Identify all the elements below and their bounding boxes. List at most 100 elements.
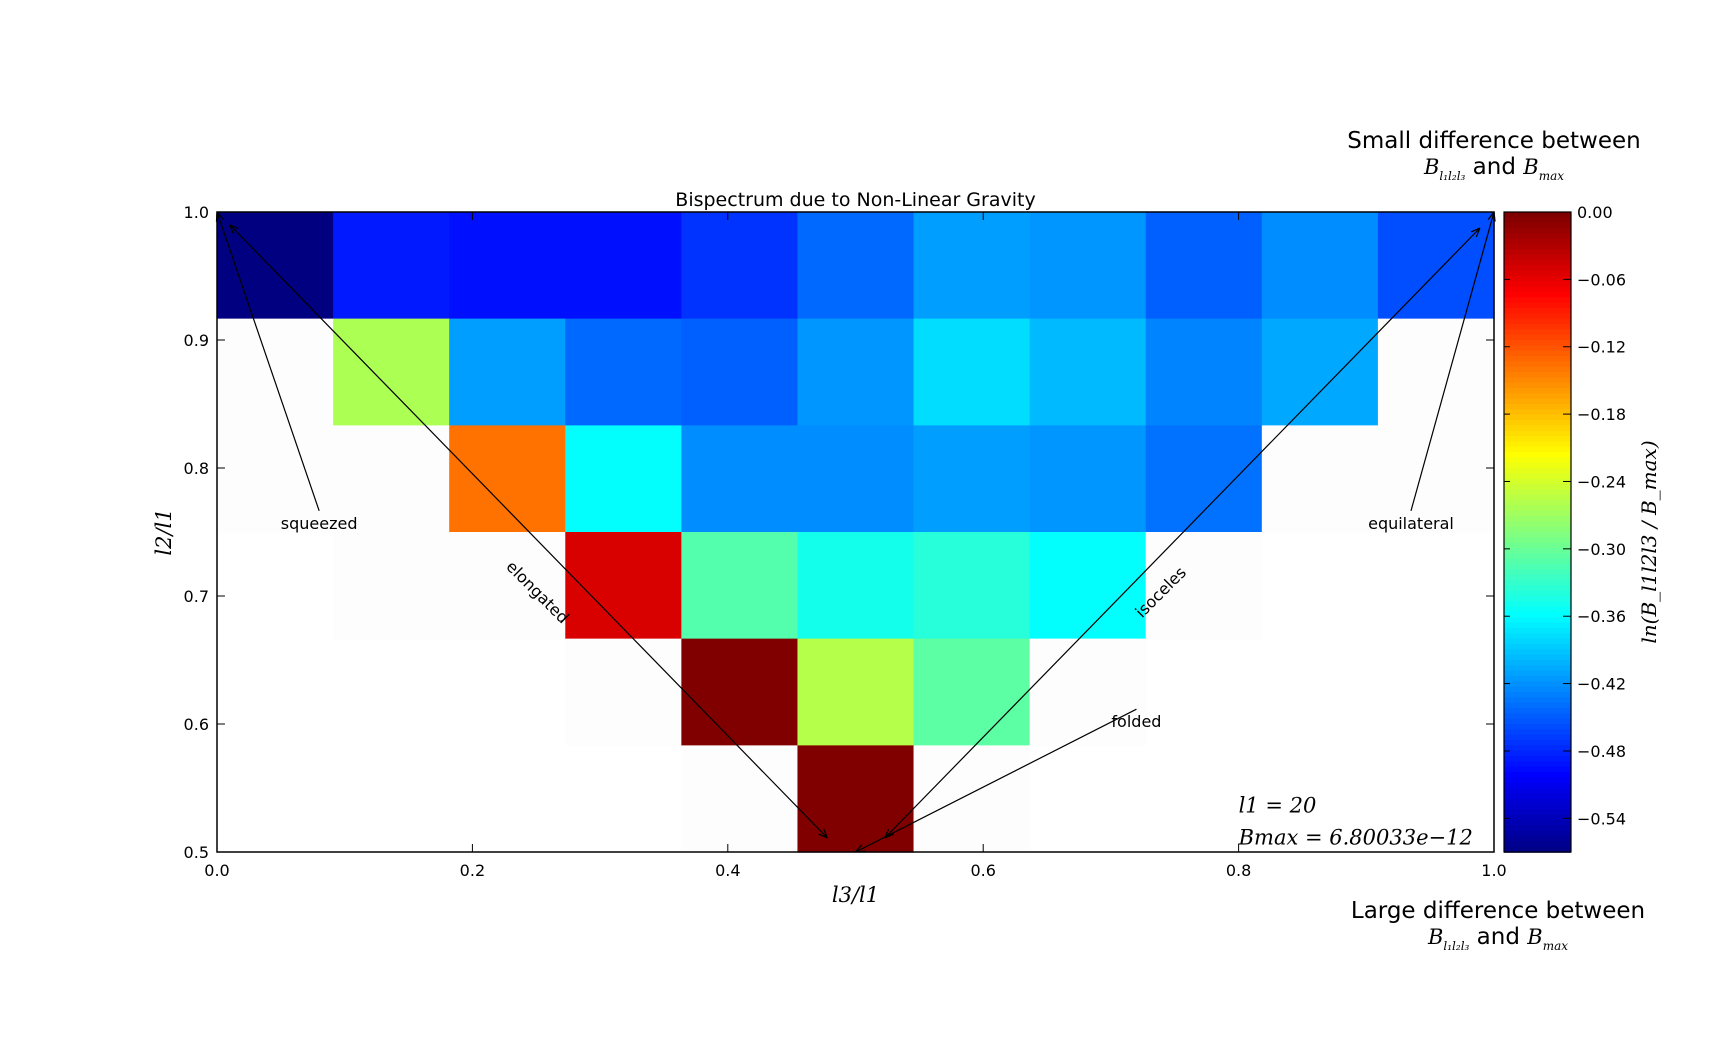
heatmap-cell	[1029, 318, 1147, 426]
colorbar-band	[1504, 836, 1571, 843]
colorbar-band	[1504, 276, 1571, 283]
heatmap-cell	[797, 532, 915, 640]
bmax-label: Bmax = 6.80033e−12	[1238, 826, 1473, 850]
folded-label: folded	[1111, 712, 1161, 731]
heatmap-cell	[449, 532, 566, 640]
top-note-line2: Bl₁l₂l₃ and Bmax	[1423, 154, 1565, 183]
colorbar-band	[1504, 388, 1571, 395]
colorbar-band	[1504, 606, 1571, 613]
x-tick-label: 0.8	[1226, 861, 1251, 880]
colorbar-band	[1504, 537, 1571, 544]
colorbar-band	[1504, 436, 1571, 443]
colorbar-band	[1504, 489, 1571, 496]
colorbar-band	[1504, 574, 1571, 581]
heatmap-cell	[797, 745, 915, 853]
colorbar-tick-label: −0.48	[1577, 742, 1626, 761]
colorbar-tick-label: −0.36	[1577, 607, 1626, 626]
colorbar-band	[1504, 788, 1571, 795]
colorbar-tick-label: −0.30	[1577, 540, 1626, 559]
colorbar-band	[1504, 254, 1571, 261]
info-box: l1 = 20 Bmax = 6.80033e−12	[1238, 794, 1473, 850]
x-tick-label: 0.6	[970, 861, 995, 880]
colorbar-band	[1504, 745, 1571, 752]
colorbar-band	[1504, 692, 1571, 699]
colorbar-band	[1504, 233, 1571, 240]
heatmap-cell	[913, 638, 1031, 746]
colorbar-band	[1504, 820, 1571, 827]
heatmap-cell	[913, 425, 1031, 533]
colorbar-band	[1504, 548, 1571, 555]
colorbar-band	[1504, 601, 1571, 608]
heatmap-cell	[565, 318, 682, 426]
colorbar-band	[1504, 366, 1571, 373]
colorbar-band	[1504, 697, 1571, 704]
colorbar-band	[1504, 644, 1571, 651]
heatmap-cell	[1145, 425, 1263, 533]
heatmap-cell	[565, 212, 682, 320]
colorbar-band	[1504, 212, 1571, 219]
colorbar-band	[1504, 649, 1571, 656]
colorbar-band	[1504, 494, 1571, 501]
colorbar-frame	[1503, 211, 1572, 853]
colorbar-band	[1504, 654, 1571, 661]
colorbar-band	[1504, 441, 1571, 448]
axis-labels: l3/l1 l2/l1	[152, 508, 879, 907]
colorbar-band	[1504, 452, 1571, 459]
colorbar-band	[1504, 350, 1571, 357]
colorbar-band	[1504, 308, 1571, 315]
colorbar-band	[1504, 564, 1571, 571]
colorbar-band	[1504, 585, 1571, 592]
colorbar-band	[1504, 532, 1571, 539]
colorbar-band	[1504, 361, 1571, 368]
colorbar-tick-label: −0.06	[1577, 270, 1626, 289]
colorbar-band	[1504, 425, 1571, 432]
colorbar-band	[1504, 772, 1571, 779]
colorbar-band	[1504, 484, 1571, 491]
heatmap-cell	[913, 532, 1031, 640]
l1-label: l1 = 20	[1239, 794, 1317, 818]
colorbar-band	[1504, 766, 1571, 773]
colorbar-band	[1504, 345, 1571, 352]
colorbar-tick-label: −0.24	[1577, 472, 1626, 491]
colorbar-band	[1504, 302, 1571, 309]
colorbar-band	[1504, 270, 1571, 277]
colorbar-band	[1504, 590, 1571, 597]
heatmap-cell	[1029, 532, 1147, 640]
colorbar-band	[1504, 340, 1571, 347]
colorbar-band	[1504, 724, 1571, 731]
colorbar-band	[1504, 542, 1571, 549]
x-axis-label: l3/l1	[832, 883, 879, 907]
y-tick-label: 0.6	[184, 715, 209, 734]
colorbar-band	[1504, 420, 1571, 427]
x-tick-label: 0.4	[715, 861, 740, 880]
colorbar-band	[1504, 756, 1571, 763]
heatmap-cell	[1029, 425, 1147, 533]
axis-ticks: 0.0 0.2 0.4 0.6 0.8 1.0 0.5 0.6 0.7 0.8 0.9 1.0	[184, 203, 1507, 880]
heatmap-cell	[681, 745, 799, 853]
colorbar-band	[1504, 617, 1571, 624]
colorbar-band	[1504, 457, 1571, 464]
equilateral-label: equilateral	[1368, 514, 1454, 533]
colorbar-band	[1504, 702, 1571, 709]
x-tick-label: 0.0	[204, 861, 229, 880]
colorbar-band	[1504, 505, 1571, 512]
colorbar-tick-label: −0.12	[1577, 338, 1626, 357]
colorbar-tick-label: −0.18	[1577, 405, 1626, 424]
heatmap-cell	[449, 425, 566, 533]
heatmap-cell	[449, 318, 566, 426]
colorbar-band	[1504, 521, 1571, 528]
colorbar-band	[1504, 222, 1571, 229]
y-tick-label: 0.7	[184, 587, 209, 606]
colorbar-band	[1504, 734, 1571, 741]
colorbar-band	[1504, 638, 1571, 645]
colorbar-band	[1504, 628, 1571, 635]
colorbar-band	[1504, 238, 1571, 245]
heatmap-cell	[217, 318, 334, 426]
colorbar-band	[1504, 612, 1571, 619]
colorbar-band	[1504, 297, 1571, 304]
heatmap-cell	[797, 638, 915, 746]
colorbar-band	[1504, 217, 1571, 224]
heatmap-cells	[217, 212, 1495, 853]
colorbar-bottom-note: Large difference between Bl₁l₂l₃ and Bma…	[1332, 898, 1664, 953]
colorbar-band	[1504, 468, 1571, 475]
